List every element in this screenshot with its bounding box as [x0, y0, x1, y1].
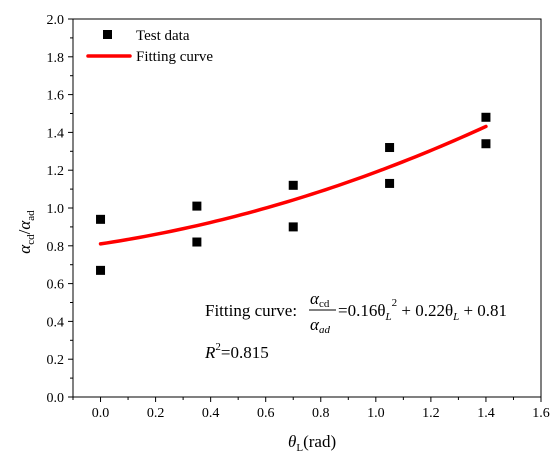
data-point [192, 201, 202, 211]
legend-fitting-curve-label: Fitting curve [136, 49, 213, 65]
x-axis-ticks: 0.0 0.2 0.4 0.6 0.8 1.0 1.2 1.4 1.6 [72, 397, 550, 421]
data-point [288, 222, 298, 232]
test-data-markers [96, 112, 491, 275]
fit-equation-terms: =0.16θL2 + 0.22θL + 0.81 [338, 297, 507, 323]
plot-frame [72, 18, 542, 398]
x-tick-label: 0.6 [257, 406, 275, 421]
x-tick-label: 1.0 [367, 406, 385, 421]
y-tick-label: 1.4 [47, 126, 65, 141]
y-axis-label: αcd/αad [15, 210, 37, 254]
y-tick-label: 1.2 [47, 164, 65, 179]
y-tick-label: 0.4 [47, 315, 65, 330]
data-point [192, 237, 202, 247]
y-tick-label: 0.8 [47, 240, 65, 255]
data-point [385, 178, 395, 188]
legend: Test data Fitting curve [86, 28, 213, 65]
y-tick-label: 1.0 [47, 202, 65, 217]
y-axis-ticks: 0.0 0.2 0.4 0.6 0.8 1.0 1.2 1.4 1.6 1.8 2.0 [47, 13, 73, 406]
y-tick-label: 0.6 [47, 278, 65, 293]
r-squared: R2=0.815 [204, 341, 269, 362]
x-tick-label: 1.2 [422, 406, 440, 421]
x-tick-label: 0.2 [147, 406, 165, 421]
x-tick-label: 1.4 [477, 406, 495, 421]
data-point [481, 139, 491, 149]
fraction-numerator: αcd [310, 289, 330, 310]
fit-equation-label: Fitting curve: [205, 301, 297, 320]
x-axis-label: θL(rad) [288, 432, 336, 454]
data-point [385, 143, 395, 153]
data-point [96, 214, 106, 224]
y-tick-label: 0.0 [47, 391, 65, 406]
data-point [96, 265, 106, 275]
y-tick-label: 0.2 [47, 353, 65, 368]
y-tick-label: 2.0 [47, 13, 65, 28]
data-point [288, 180, 298, 190]
x-tick-label: 0.0 [92, 406, 110, 421]
data-point [481, 112, 491, 122]
y-tick-label: 1.6 [47, 89, 65, 104]
legend-test-data-label: Test data [136, 28, 190, 44]
x-tick-label: 1.6 [532, 406, 550, 421]
fraction-denominator: αad [310, 315, 330, 336]
x-tick-label: 0.4 [202, 406, 220, 421]
x-tick-label: 0.8 [312, 406, 330, 421]
legend-test-data-marker [103, 30, 112, 39]
y-tick-label: 1.8 [47, 51, 65, 66]
fitting-curve-line [98, 124, 488, 246]
fit-equation: Fitting curve: αcd αad =0.16θL2 + 0.22θL… [204, 289, 507, 362]
